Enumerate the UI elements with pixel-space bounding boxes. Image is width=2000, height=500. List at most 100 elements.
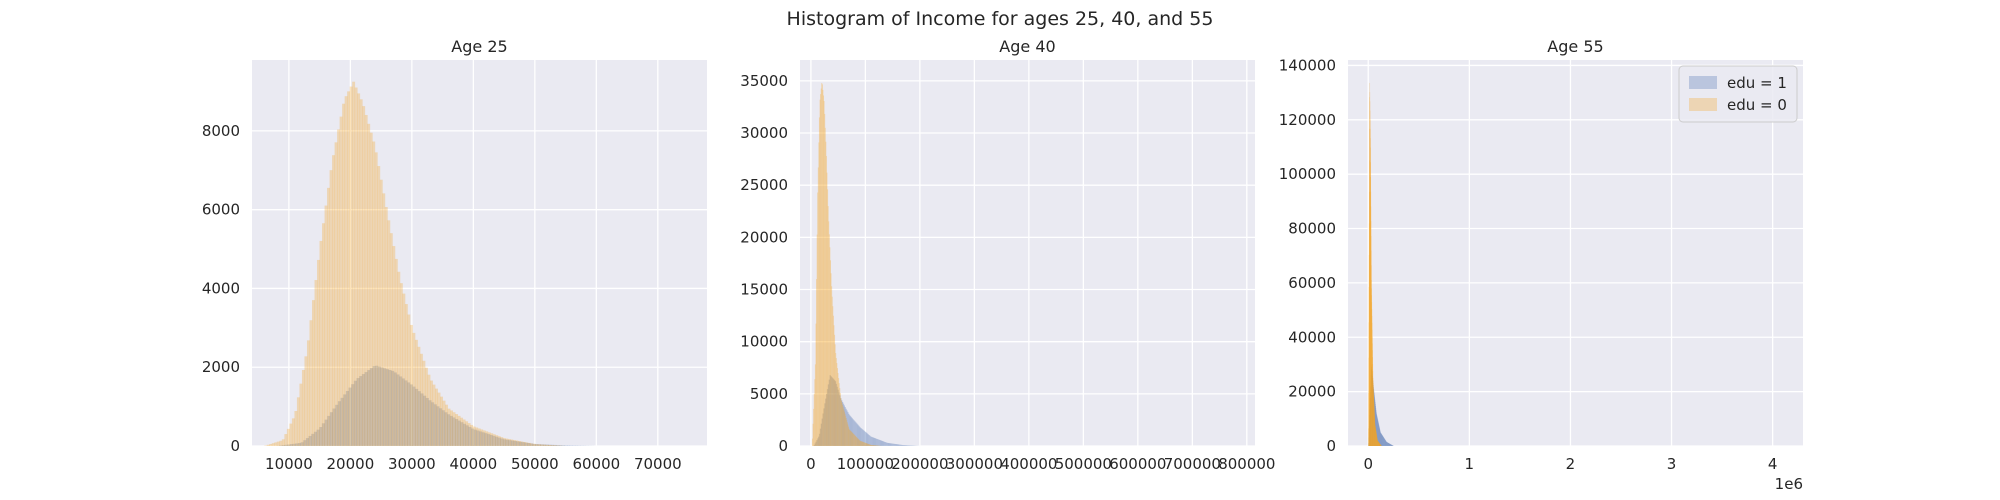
histogram-bar [839, 393, 841, 446]
histogram-bar [817, 438, 819, 446]
histogram-bar [497, 436, 501, 446]
histogram-bar [289, 444, 293, 446]
histogram-bar [832, 306, 834, 446]
histogram-bar [351, 384, 355, 446]
histogram-bar [831, 296, 833, 446]
histogram-bar [532, 443, 536, 446]
histogram-bar [1375, 429, 1377, 446]
histogram-bar [862, 441, 864, 446]
histogram-bar [1377, 421, 1379, 446]
histogram-bar [1372, 382, 1374, 446]
histogram-bar [861, 428, 863, 446]
histogram-bar [849, 415, 851, 446]
histogram-bar [385, 369, 389, 446]
histogram-bar [1374, 425, 1376, 446]
series-edu-0 [811, 82, 883, 446]
histogram-bar [412, 386, 416, 446]
y-tick-label: 6000 [202, 201, 240, 219]
histogram-bar [871, 436, 873, 446]
histogram-bar [1382, 436, 1384, 446]
histogram-bar [329, 412, 333, 446]
histogram-bar [357, 93, 361, 446]
histogram-bar [828, 234, 830, 446]
histogram-bar [447, 414, 451, 446]
histogram-bar [334, 142, 338, 446]
histogram-bar [313, 431, 317, 446]
histogram-bar [1372, 378, 1374, 446]
histogram-bar [1369, 403, 1371, 446]
histogram-bar [527, 443, 531, 446]
histogram-bar [432, 384, 436, 446]
histogram-bar [851, 418, 853, 446]
histogram-bar [826, 393, 828, 446]
histogram-bar [817, 192, 819, 446]
histogram-bar [324, 205, 328, 446]
histogram-bar [392, 246, 396, 446]
histogram-bar [525, 442, 529, 446]
histogram-bar [353, 380, 357, 446]
histogram-bar [854, 435, 856, 446]
histogram-bar [1386, 442, 1388, 446]
histogram-bar [1377, 440, 1379, 446]
histogram-bar [1379, 429, 1381, 446]
histogram-bar [1368, 254, 1370, 446]
histogram-bar [871, 445, 873, 446]
histogram-bar [1368, 392, 1369, 446]
histogram-bar [1379, 444, 1381, 446]
histogram-bar [812, 423, 814, 446]
histogram-bar [834, 344, 836, 446]
y-tick-label: 20000 [740, 228, 788, 246]
y-tick-label: 100000 [1279, 165, 1336, 183]
histogram-bar [852, 432, 854, 446]
histogram-bar [1376, 437, 1378, 446]
histogram-bar [1380, 444, 1381, 446]
histogram-bar [452, 412, 456, 446]
histogram-bar [1375, 432, 1377, 446]
histogram-bar [1370, 221, 1372, 446]
histogram-bar [1371, 369, 1373, 446]
histogram-bar [309, 320, 313, 446]
histogram-bar [823, 408, 825, 446]
histogram-bar [1368, 443, 1369, 446]
histogram-bar [1391, 444, 1393, 446]
histogram-bar [1376, 434, 1377, 446]
histogram-bar [1392, 445, 1394, 446]
histogram-bars [264, 81, 597, 446]
histogram-bar [854, 435, 856, 446]
histogram-bar [844, 407, 846, 446]
histogram-bar [863, 442, 865, 446]
histogram-bar [867, 443, 869, 446]
histogram-bar [1382, 436, 1384, 446]
histogram-bar [1369, 82, 1371, 446]
histogram-bar [905, 445, 907, 446]
histogram-bar [449, 415, 453, 446]
histogram-bar [1369, 119, 1371, 446]
histogram-bar [1380, 444, 1381, 446]
histogram-bar [872, 437, 875, 446]
histogram-bar [865, 443, 867, 446]
histogram-bar [847, 412, 849, 446]
histogram-bar [1370, 250, 1372, 446]
histogram-bar [830, 273, 832, 446]
histogram-bar [1370, 375, 1372, 446]
histogram-bar [535, 444, 539, 446]
histogram-bar [287, 444, 291, 446]
histogram-bar [1383, 437, 1384, 446]
histogram-bar [869, 444, 871, 446]
x-tick-label: 50000 [511, 455, 559, 473]
histogram-bar [873, 437, 876, 446]
histogram-bar [542, 444, 546, 446]
x-tick-label: 200000 [891, 455, 948, 473]
y-tick-label: 2000 [202, 358, 240, 376]
histogram-bar [858, 439, 860, 446]
histogram-bar [856, 423, 858, 446]
histogram-bar [419, 353, 423, 446]
histogram-bars [1368, 82, 1394, 446]
histogram-bar [813, 394, 815, 446]
histogram-bar [1373, 405, 1375, 446]
plot-area [1348, 60, 1803, 446]
y-tick-label: 35000 [740, 72, 788, 90]
histogram-bar [848, 428, 850, 446]
histogram-bar [1375, 406, 1376, 446]
legend-box [1678, 65, 1798, 123]
